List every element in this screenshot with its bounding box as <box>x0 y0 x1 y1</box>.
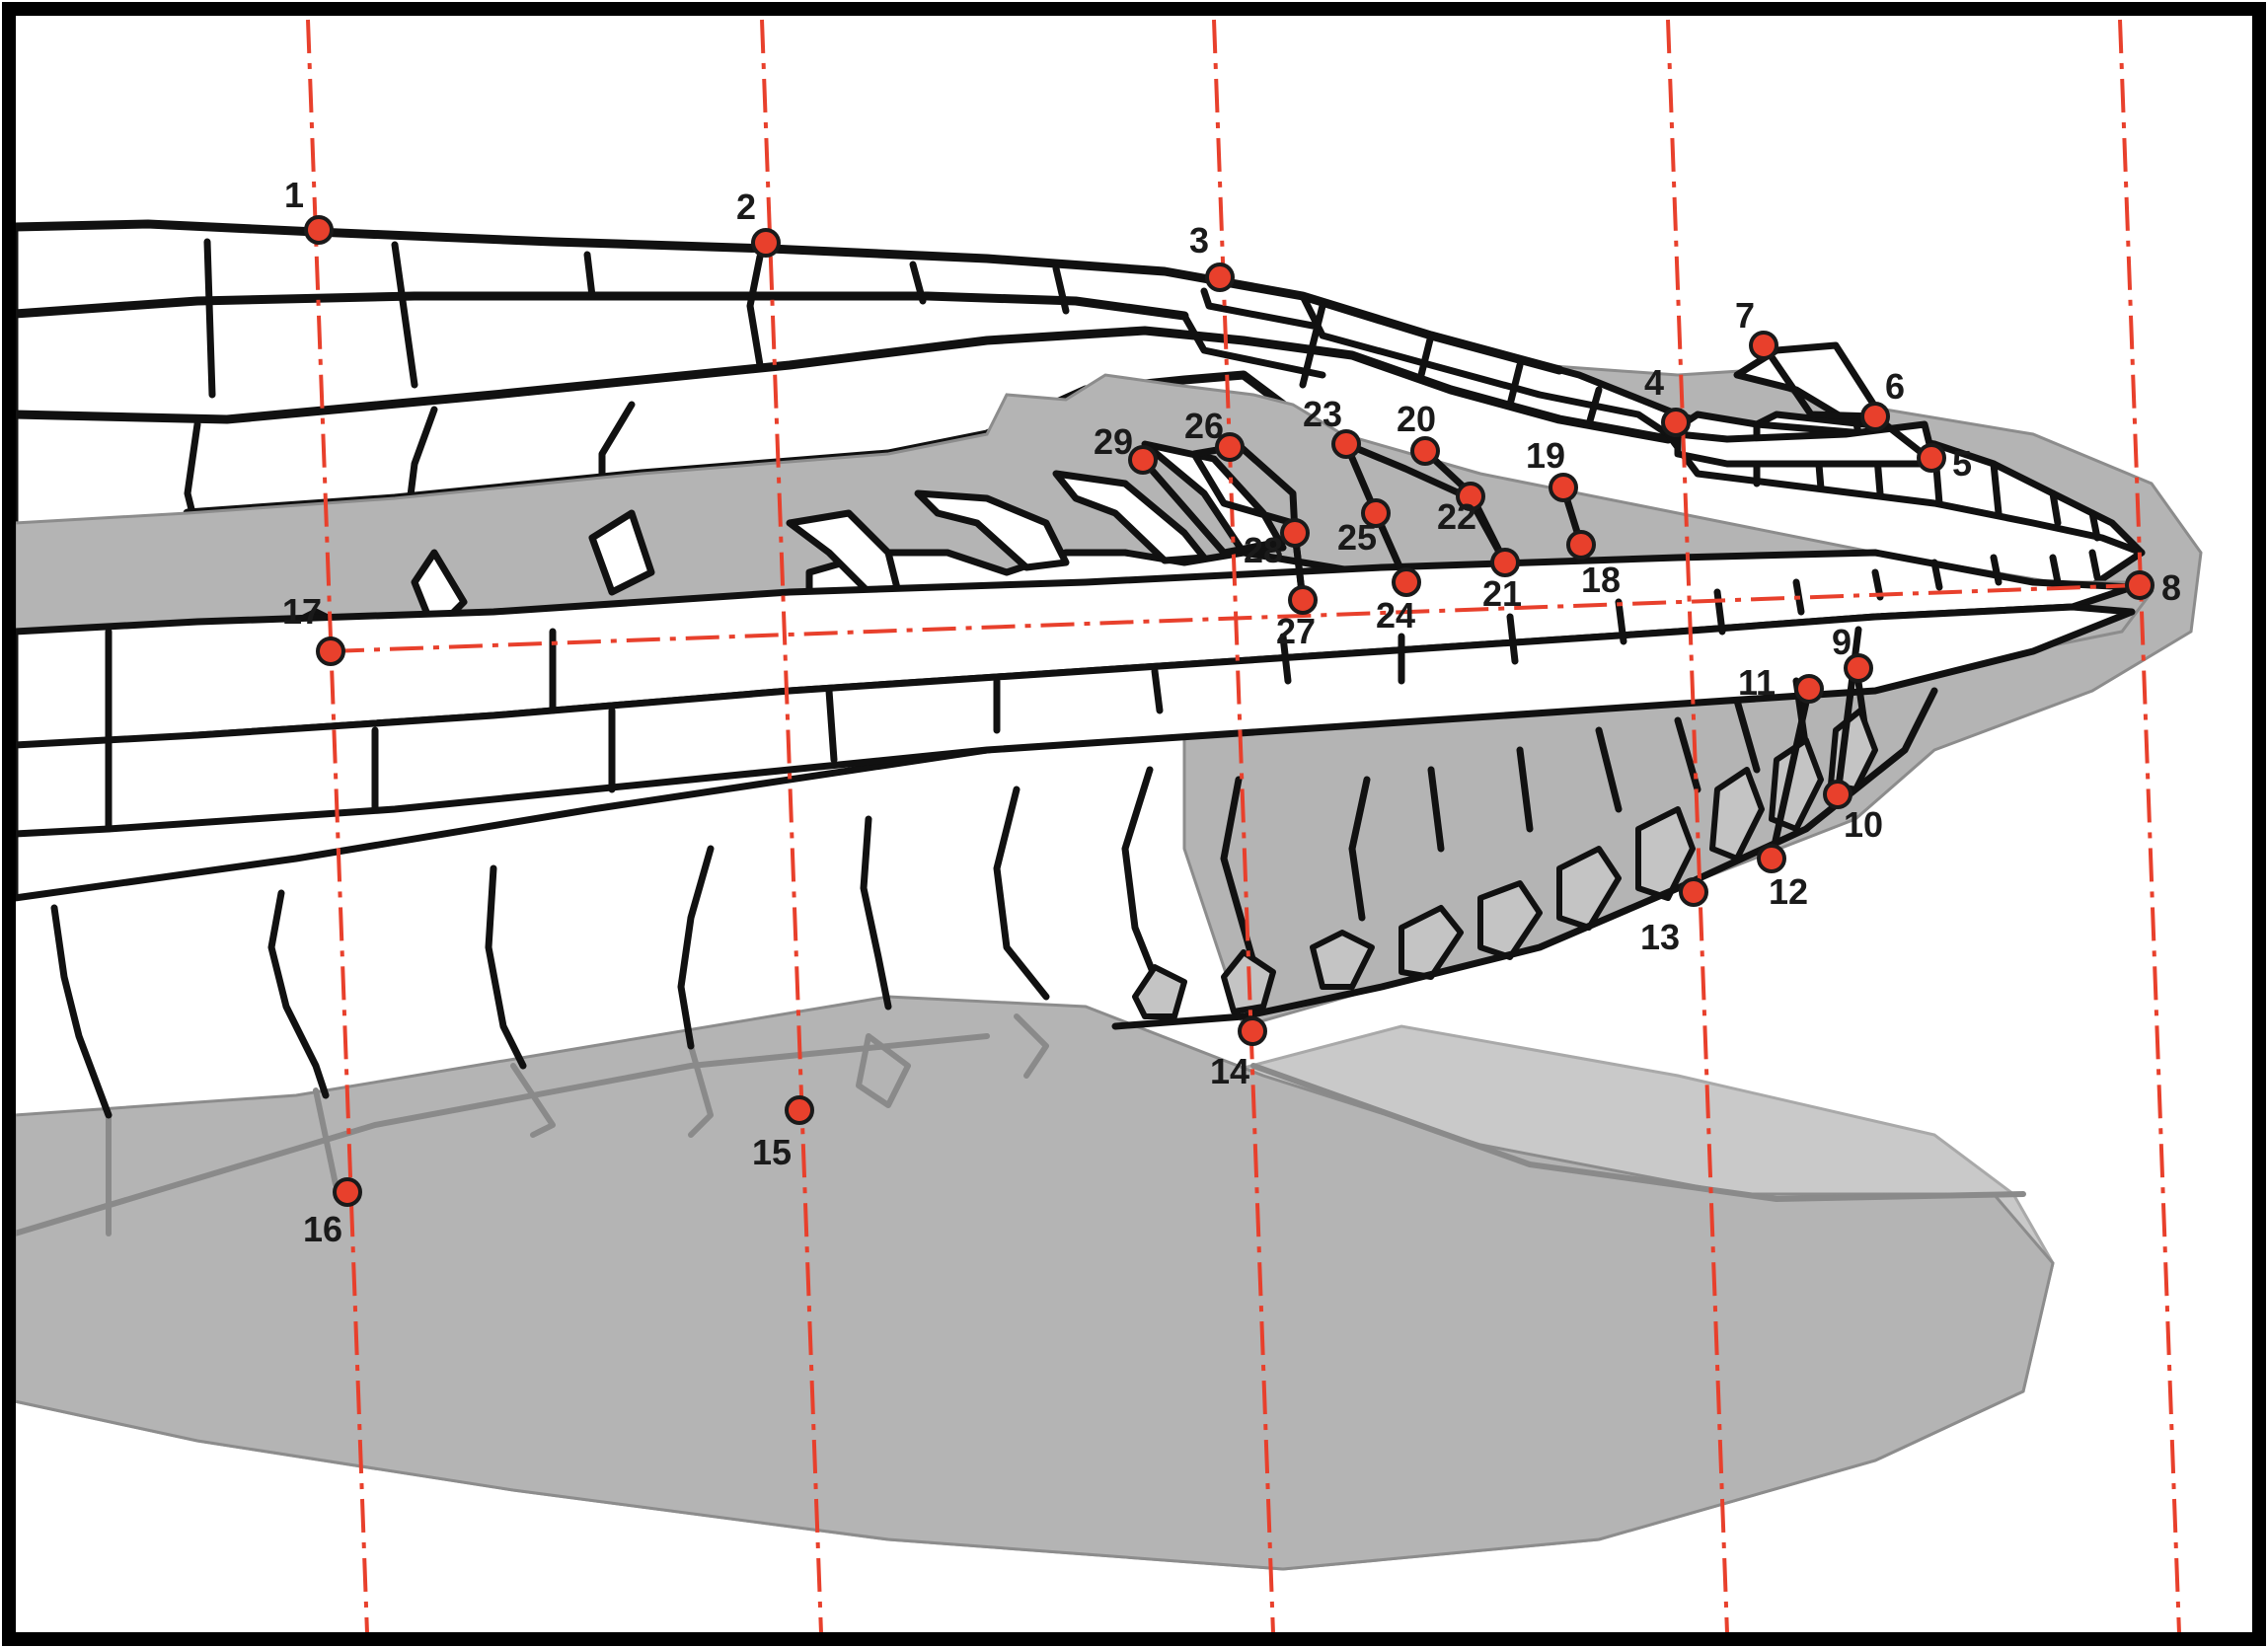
landmark-label: 23 <box>1303 394 1342 434</box>
guide-line-4 <box>1666 19 1729 1634</box>
landmark-21: 21 <box>1482 548 1522 614</box>
landmark-dot <box>785 1095 814 1125</box>
landmark-20: 20 <box>1397 399 1440 466</box>
landmark-dot <box>1749 331 1778 360</box>
landmark-dot <box>304 215 334 245</box>
landmark-label: 1 <box>284 175 304 215</box>
landmark-label: 12 <box>1769 871 1808 912</box>
landmark-label: 20 <box>1397 399 1436 439</box>
landmark-dot <box>1288 585 1318 615</box>
landmark-13: 13 <box>1640 877 1708 957</box>
landmark-label: 19 <box>1526 435 1565 476</box>
landmark-12: 12 <box>1757 844 1808 912</box>
landmark-dot <box>1860 402 1890 431</box>
landmark-6: 6 <box>1860 366 1905 431</box>
landmark-label: 25 <box>1337 517 1377 558</box>
landmark-22: 22 <box>1437 482 1485 537</box>
landmark-19: 19 <box>1526 435 1578 502</box>
landmark-7: 7 <box>1735 295 1778 360</box>
landmarks: 1 234567891011121314151617181920212223242… <box>282 175 2181 1249</box>
landmark-14: 14 <box>1210 1016 1267 1091</box>
landmark-dot <box>1128 445 1158 475</box>
landmark-10: 10 <box>1823 780 1883 845</box>
landmark-label: 26 <box>1184 406 1224 446</box>
landmark-15: 15 <box>752 1095 814 1172</box>
landmark-dot <box>1823 780 1852 809</box>
landmark-dot <box>1392 567 1421 597</box>
landmark-label: 17 <box>282 591 322 632</box>
landmark-label: 27 <box>1276 611 1316 651</box>
landmark-label: 3 <box>1189 220 1209 261</box>
lower-jaw-band <box>11 549 2136 838</box>
landmark-8: 8 <box>2125 567 2181 608</box>
landmark-label: 8 <box>2161 567 2181 608</box>
landmark-label: 11 <box>1738 662 1776 703</box>
landmark-25: 25 <box>1337 498 1391 558</box>
landmark-18: 18 <box>1566 530 1621 600</box>
landmark-label: 15 <box>752 1132 792 1172</box>
landmark-dot <box>1456 482 1485 511</box>
lower-teeth-row <box>50 657 1938 1119</box>
landmark-dot <box>1205 262 1235 292</box>
landmark-16: 16 <box>303 1177 362 1249</box>
landmark-5: 5 <box>1917 443 1972 484</box>
landmark-label: 21 <box>1482 573 1522 614</box>
landmark-4: 4 <box>1644 362 1691 437</box>
landmark-label: 28 <box>1244 530 1283 570</box>
landmark-dot <box>1238 1016 1267 1046</box>
landmark-label: 6 <box>1885 366 1905 407</box>
landmark-dot <box>1280 518 1310 548</box>
landmark-29: 29 <box>1094 421 1158 475</box>
landmark-dot <box>1215 432 1245 462</box>
landmark-dot <box>1757 844 1786 873</box>
landmark-label: 24 <box>1376 595 1415 636</box>
landmark-26: 26 <box>1184 406 1245 462</box>
landmark-dot <box>1410 436 1440 466</box>
guide-line-2 <box>760 19 823 1634</box>
landmark-label: 9 <box>1832 622 1852 662</box>
landmark-dot <box>1490 548 1520 577</box>
landmark-dot <box>751 228 781 258</box>
landmark-dot <box>316 637 345 666</box>
landmark-dot <box>1679 877 1708 907</box>
guide-line-horizontal <box>330 583 2141 653</box>
landmark-dot <box>1917 443 1946 473</box>
landmark-3: 3 <box>1189 220 1235 292</box>
landmark-dot <box>1794 674 1824 704</box>
landmark-label: 10 <box>1844 804 1883 845</box>
landmark-dot <box>1331 429 1361 459</box>
landmark-label: 16 <box>303 1209 342 1249</box>
landmark-label: 13 <box>1640 917 1680 957</box>
landmark-label: 14 <box>1210 1051 1249 1091</box>
landmark-11: 11 <box>1738 662 1824 704</box>
lower-shaded-body <box>12 995 2055 1571</box>
landmark-2: 2 <box>736 187 781 258</box>
landmark-23: 23 <box>1303 394 1361 459</box>
landmark-28: 28 <box>1244 518 1310 570</box>
landmark-dot <box>1844 653 1873 683</box>
landmark-dot <box>1361 498 1391 528</box>
landmark-label: 5 <box>1952 443 1972 484</box>
landmark-label: 4 <box>1644 362 1664 403</box>
landmark-label: 18 <box>1581 560 1621 600</box>
landmark-17: 17 <box>282 591 345 666</box>
landmark-dot <box>1549 473 1578 502</box>
guide-line-1 <box>306 19 369 1634</box>
landmark-label: 22 <box>1437 496 1476 537</box>
landmark-dot <box>1661 408 1691 437</box>
landmark-dot <box>333 1177 362 1207</box>
landmark-label: 7 <box>1735 295 1755 336</box>
landmark-dot <box>1566 530 1596 560</box>
landmark-label: 2 <box>736 187 756 227</box>
landmark-24: 24 <box>1376 567 1421 636</box>
landmark-27: 27 <box>1276 585 1318 651</box>
landmark-9: 9 <box>1832 622 1873 683</box>
landmark-1: 1 <box>284 175 334 245</box>
landmark-label: 29 <box>1094 421 1133 462</box>
landmark-dot <box>2125 570 2155 600</box>
guide-line-5 <box>2118 19 2181 1634</box>
